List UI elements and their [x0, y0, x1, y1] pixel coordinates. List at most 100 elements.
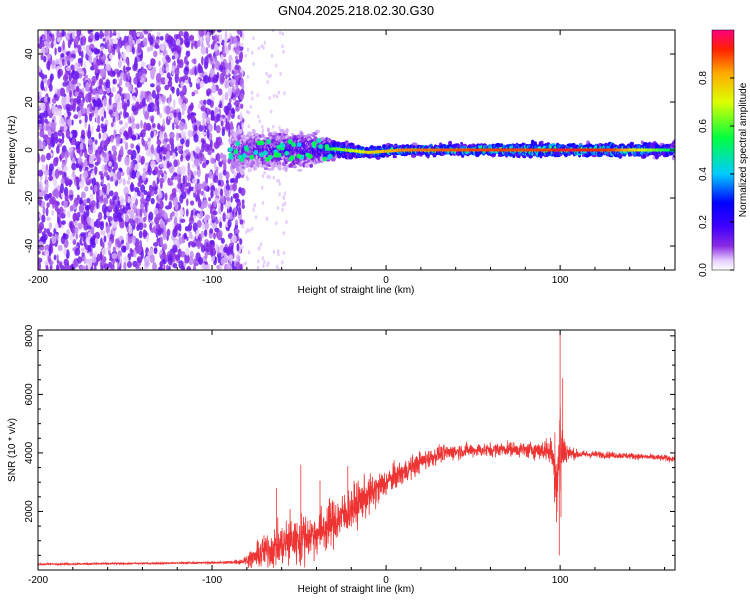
heatmap-noise-blob	[248, 228, 251, 233]
heatmap-noise-blob	[215, 219, 219, 224]
heatmap-noise-blob	[75, 233, 79, 240]
heatmap-noise-blob	[189, 231, 193, 240]
heatmap-noise-blob	[158, 187, 162, 196]
heatmap-noise-blob	[184, 247, 190, 256]
heatmap-noise-blob	[194, 67, 197, 76]
heatmap-noise-blob	[176, 87, 180, 97]
heatmap-noise-blob	[53, 157, 59, 167]
heatmap-noise-blob	[111, 253, 118, 259]
heatmap-noise-blob	[241, 199, 245, 205]
heatmap-noise-blob	[123, 73, 127, 82]
heatmap-noise-blob	[53, 228, 57, 235]
heatmap-noise-blob	[86, 216, 92, 224]
heatmap-noise-blob	[81, 129, 85, 137]
heatmap-noise-blob	[258, 246, 261, 251]
heatmap-noise-blob	[99, 30, 103, 40]
heatmap-noise-blob	[219, 64, 224, 72]
heatmap-noise-blob	[129, 30, 132, 35]
heatmap-noise-blob	[127, 261, 132, 268]
heatmap-noise-blob	[183, 122, 188, 130]
heatmap-noise-blob	[152, 180, 156, 188]
heatmap-noise-blob	[111, 159, 115, 167]
heatmap-noise-blob	[275, 264, 279, 269]
heatmap-noise-blob	[135, 264, 140, 269]
heatmap-noise-blob	[171, 211, 175, 217]
heatmap-noise-blob	[149, 44, 154, 52]
heatmap-noise-blob	[210, 96, 215, 101]
heatmap-ridge-blob	[258, 134, 262, 138]
heatmap-noise-blob	[40, 54, 44, 61]
heatmap-noise-blob	[82, 108, 86, 114]
heatmap-noise-blob	[100, 195, 104, 202]
heatmap-noise-blob	[209, 68, 215, 78]
heatmap-noise-blob	[257, 114, 260, 119]
heatmap-noise-blob	[121, 93, 125, 102]
heatmap-noise-blob	[101, 126, 106, 134]
heatmap-noise-blob	[176, 45, 182, 55]
heatmap-noise-blob	[135, 217, 139, 224]
heatmap-noise-blob	[203, 99, 207, 105]
heatmap-noise-blob	[250, 90, 254, 95]
heatmap-noise-blob	[46, 43, 49, 54]
heatmap-noise-blob	[107, 216, 113, 222]
heatmap-noise-blob	[147, 103, 152, 113]
heatmap-noise-blob	[126, 99, 130, 107]
heatmap-noise-blob	[88, 123, 91, 134]
heatmap-noise-blob	[80, 191, 86, 199]
heatmap-noise-blob	[279, 71, 282, 76]
heatmap-noise-blob	[226, 79, 230, 89]
heatmap-noise-blob	[79, 100, 85, 107]
heatmap-noise-blob	[77, 222, 83, 230]
heatmap-noise-blob	[85, 93, 90, 103]
heatmap-noise-blob	[117, 200, 121, 206]
heatmap-noise-blob	[213, 115, 219, 124]
heatmap-noise-blob	[135, 101, 140, 110]
heatmap-noise-blob	[204, 250, 208, 260]
heatmap-noise-blob	[93, 99, 96, 108]
heatmap-noise-blob	[103, 97, 107, 107]
heatmap-noise-blob	[160, 146, 164, 152]
heatmap-noise-blob	[113, 68, 120, 74]
heatmap-noise-blob	[272, 124, 275, 129]
heatmap-noise-blob	[76, 86, 80, 93]
heatmap-noise-blob	[51, 209, 55, 216]
heatmap-noise-blob	[187, 167, 192, 177]
heatmap-noise-blob	[102, 33, 105, 38]
heatmap-noise-blob	[237, 206, 242, 216]
heatmap-noise-blob	[166, 228, 171, 236]
heatmap-noise-blob	[138, 230, 143, 239]
heatmap-noise-blob	[51, 104, 55, 114]
heatmap-noise-blob	[66, 107, 70, 115]
heatmap-noise-blob	[96, 198, 99, 209]
heatmap-noise-blob	[153, 247, 158, 254]
heatmap-noise-blob	[114, 194, 117, 201]
heatmap-noise-blob	[279, 30, 282, 35]
heatmap-noise-blob	[173, 159, 178, 168]
heatmap-noise-blob	[147, 137, 152, 142]
heatmap-noise-blob	[94, 237, 99, 245]
heatmap-noise-blob	[125, 45, 131, 53]
heatmap-ridge-blob	[281, 129, 285, 133]
heatmap-noise-blob	[252, 208, 255, 212]
heatmap-ridge-blob	[274, 132, 279, 137]
heatmap-ridge-blob	[411, 142, 418, 146]
heatmap-ridge-blob	[242, 135, 247, 139]
heatmap-noise-blob	[117, 252, 121, 260]
heatmap-noise-blob	[68, 146, 74, 153]
heatmap-noise-blob	[110, 136, 114, 143]
heatmap-noise-blob	[225, 179, 229, 185]
heatmap-noise-blob	[183, 66, 189, 76]
heatmap-noise-blob	[105, 79, 111, 89]
heatmap-noise-blob	[77, 147, 81, 154]
heatmap-noise-blob	[79, 142, 84, 151]
heatmap-noise-blob	[124, 141, 129, 151]
heatmap-noise-blob	[44, 193, 50, 201]
heatmap-noise-blob	[146, 90, 150, 96]
heatmap-noise-blob	[96, 253, 101, 262]
heatmap-noise-blob	[60, 87, 65, 92]
heatmap-noise-blob	[162, 243, 168, 251]
heatmap-noise-blob	[205, 159, 210, 165]
heatmap-noise-blob	[106, 185, 110, 196]
heatmap-noise-blob	[180, 154, 184, 162]
heatmap-noise-blob	[182, 175, 186, 185]
